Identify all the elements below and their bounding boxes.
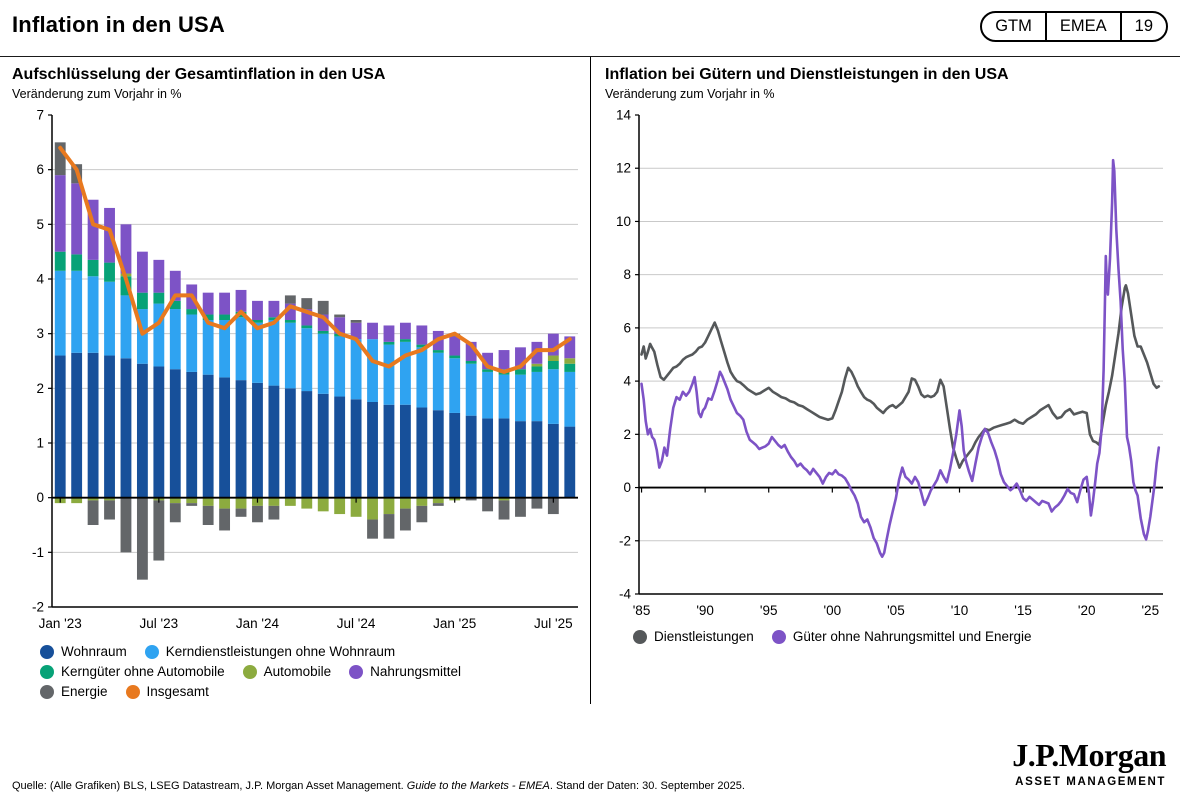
svg-text:0: 0 bbox=[623, 480, 631, 495]
series-line bbox=[640, 284, 1161, 469]
legend-label: Kerngüter ohne Automobile bbox=[61, 664, 225, 679]
left-chart-legend: Wohnraum Kerndienstleistungen ohne Wohnra… bbox=[40, 644, 586, 699]
jpmorgan-logo-wordmark: J.P.Morgan bbox=[1012, 737, 1166, 773]
legend-row: Wohnraum Kerndienstleistungen ohne Wohnra… bbox=[40, 644, 586, 659]
source-prefix: Quelle: (Alle Grafiken) BLS, LSEG Datast… bbox=[12, 780, 407, 792]
badge-emea-label: EMEA bbox=[1044, 13, 1120, 40]
total-inflation-line bbox=[58, 145, 572, 374]
svg-text:'95: '95 bbox=[760, 603, 778, 618]
legend-swatch bbox=[40, 644, 54, 659]
legend-label: Kerndienstleistungen ohne Wohnraum bbox=[165, 644, 396, 659]
svg-text:-4: -4 bbox=[619, 587, 631, 602]
source-suffix: . Stand der Daten: 30. September 2025. bbox=[549, 780, 745, 792]
page-header: Inflation in den USA GTM EMEA 19 bbox=[0, 0, 1180, 50]
svg-text:-2: -2 bbox=[619, 533, 631, 548]
svg-text:6: 6 bbox=[623, 320, 631, 335]
legend-swatch bbox=[349, 664, 364, 679]
svg-text:7: 7 bbox=[36, 108, 44, 123]
svg-text:'15: '15 bbox=[1014, 603, 1032, 618]
svg-text:-2: -2 bbox=[32, 600, 44, 615]
badge-gtm-label: GTM bbox=[995, 17, 1032, 35]
legend-swatch bbox=[633, 629, 647, 644]
svg-text:5: 5 bbox=[36, 217, 44, 232]
legend-row: Kerngüter ohne Automobile Automobile Nahru… bbox=[40, 664, 586, 679]
legend-swatch bbox=[771, 629, 786, 644]
legend-label: Automobile bbox=[263, 664, 332, 679]
right-chart-title: Inflation bei Gütern und Dienstleistunge… bbox=[605, 66, 1009, 83]
stacked-bars bbox=[54, 142, 576, 580]
legend-item: Güter ohne Nahrungsmittel und Energie bbox=[771, 629, 1032, 644]
source-text: Quelle: (Alle Grafiken) BLS, LSEG Datast… bbox=[12, 780, 745, 792]
svg-text:8: 8 bbox=[623, 267, 631, 282]
legend-item: Dienstleistungen bbox=[633, 629, 754, 644]
svg-text:14: 14 bbox=[616, 108, 632, 123]
legend-item: Energie bbox=[40, 684, 108, 699]
legend-item: Nahrungsmittel bbox=[349, 664, 461, 679]
svg-text:0: 0 bbox=[36, 490, 44, 505]
svg-text:'00: '00 bbox=[824, 603, 842, 618]
svg-text:-1: -1 bbox=[32, 545, 44, 560]
charts-area: Aufschlüsselung der Gesamtinflation in d… bbox=[0, 57, 1180, 704]
legend-item: Wohnraum bbox=[40, 644, 127, 659]
page-title: Inflation in den USA bbox=[12, 12, 225, 37]
legend-label: Nahrungsmittel bbox=[370, 664, 461, 679]
gtm-badge: GTM EMEA 19 bbox=[980, 11, 1168, 42]
legend-label: Dienstleistungen bbox=[654, 629, 754, 644]
svg-text:3: 3 bbox=[36, 326, 44, 341]
svg-text:'90: '90 bbox=[696, 603, 714, 618]
svg-text:Jul '23: Jul '23 bbox=[140, 616, 179, 631]
line-gridlines bbox=[639, 167, 1163, 542]
legend-swatch bbox=[40, 664, 54, 679]
jpmorgan-logo-subtitle: ASSET MANAGEMENT bbox=[1015, 776, 1166, 788]
page-footer: Quelle: (Alle Grafiken) BLS, LSEG Datast… bbox=[0, 714, 1180, 798]
svg-text:10: 10 bbox=[616, 214, 631, 229]
svg-text:'85: '85 bbox=[633, 603, 651, 618]
svg-text:Jul '24: Jul '24 bbox=[337, 616, 376, 631]
right-chart-subtitle: Veränderung zum Vorjahr in % bbox=[605, 87, 775, 101]
legend-row: Energie Insgesamt bbox=[40, 684, 586, 699]
header-divider bbox=[0, 56, 1180, 57]
line-axes: -4 -2 0 2 4 6 8 10 12 14 '85 '90 '95 '00 '05 '10 '15 '20 '… bbox=[616, 108, 1163, 618]
legend-item: Automobile bbox=[242, 664, 332, 679]
svg-text:'25: '25 bbox=[1141, 603, 1159, 618]
svg-text:1: 1 bbox=[36, 436, 44, 451]
svg-text:2: 2 bbox=[36, 381, 44, 396]
svg-text:Jan '23: Jan '23 bbox=[39, 616, 82, 631]
stacked-bar-chart: -2 -1 0 1 2 3 4 5 6 7 Jan '23 Jul '23 Jan '24 Jul '24… bbox=[32, 108, 578, 631]
legend-label: Insgesamt bbox=[146, 684, 209, 699]
left-chart-panel: Aufschlüsselung der Gesamtinflation in d… bbox=[0, 57, 590, 704]
legend-item: Kerngüter ohne Automobile bbox=[40, 664, 225, 679]
right-chart-legend: Dienstleistungen Güter ohne Nahrungsmitte… bbox=[633, 629, 1176, 644]
legend-item: Kerndienstleistungen ohne Wohnraum bbox=[144, 644, 396, 659]
svg-text:12: 12 bbox=[616, 161, 631, 176]
right-chart-panel: Inflation bei Gütern und Dienstleistunge… bbox=[590, 57, 1180, 704]
svg-text:6: 6 bbox=[36, 162, 44, 177]
line-chart: -4 -2 0 2 4 6 8 10 12 14 '85 '90 '95 '00 '05 '10 '15 '20 '… bbox=[616, 108, 1163, 618]
svg-text:'20: '20 bbox=[1078, 603, 1096, 618]
series-line bbox=[640, 158, 1161, 558]
left-chart-subtitle: Veränderung zum Vorjahr in % bbox=[12, 87, 182, 101]
svg-text:Jan '24: Jan '24 bbox=[236, 616, 280, 631]
left-chart-title: Aufschlüsselung der Gesamtinflation in d… bbox=[12, 66, 386, 83]
badge-page-number: 19 bbox=[1119, 13, 1166, 40]
legend-label: Güter ohne Nahrungsmittel und Energie bbox=[792, 629, 1032, 644]
legend-swatch bbox=[125, 684, 140, 699]
svg-text:4: 4 bbox=[623, 374, 631, 389]
svg-text:Jul '25: Jul '25 bbox=[534, 616, 573, 631]
svg-text:Jan '25: Jan '25 bbox=[433, 616, 476, 631]
legend-row: Dienstleistungen Güter ohne Nahrungsmitte… bbox=[633, 629, 1176, 644]
legend-swatch bbox=[40, 684, 54, 699]
source-publication: Guide to the Markets - EMEA bbox=[406, 780, 550, 792]
svg-text:4: 4 bbox=[36, 272, 44, 287]
legend-label: Wohnraum bbox=[61, 644, 127, 659]
svg-text:'10: '10 bbox=[951, 603, 969, 618]
bar-axes: -2 -1 0 1 2 3 4 5 6 7 Jan '23 Jul '23 Jan '24 Jul '24… bbox=[32, 108, 578, 631]
legend-swatch bbox=[242, 664, 257, 679]
svg-text:2: 2 bbox=[623, 427, 631, 442]
jpmorgan-logo: J.P.Morgan ASSET MANAGEMENT bbox=[1012, 739, 1166, 788]
legend-swatch bbox=[144, 644, 159, 659]
svg-text:'05: '05 bbox=[887, 603, 905, 618]
legend-label: Energie bbox=[61, 684, 108, 699]
legend-item: Insgesamt bbox=[125, 684, 209, 699]
